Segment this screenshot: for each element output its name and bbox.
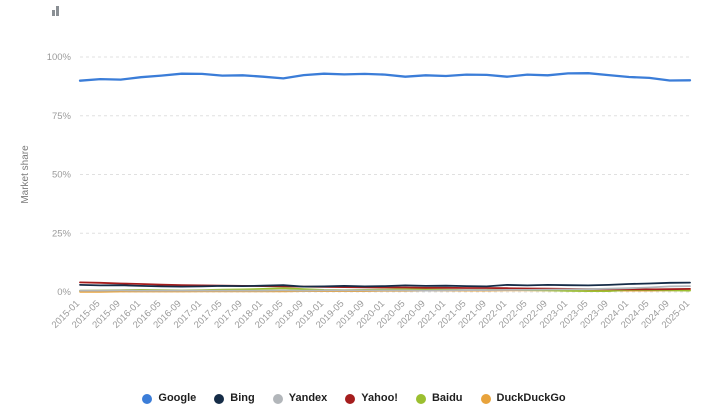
mini-chart-icon: [52, 4, 64, 16]
legend-label-google: Google: [158, 392, 197, 404]
legend-item-bing[interactable]: Bing: [214, 392, 255, 404]
chart-plot-svg: 0%25%50%75%100%Market share2015-012015-0…: [20, 52, 692, 331]
y-tick-label: 50%: [52, 170, 72, 181]
y-tick-label: 75%: [52, 111, 72, 122]
y-tick-label: 0%: [57, 287, 71, 298]
legend-item-duckduckgo[interactable]: DuckDuckGo: [480, 392, 566, 404]
series-line-google[interactable]: [78, 72, 692, 82]
y-tick-label: 100%: [47, 52, 72, 63]
legend-dot-yahoo: [345, 393, 356, 404]
legend-label-yandex: Yandex: [288, 392, 328, 404]
y-tick-label: 25%: [52, 228, 72, 239]
legend-dot-yandex: [272, 393, 283, 404]
series-line-yandex[interactable]: [79, 285, 691, 292]
series-line-bing[interactable]: [79, 281, 691, 288]
legend-label-bing: Bing: [230, 392, 255, 404]
legend-dot-duckduckgo: [480, 393, 491, 404]
legend-dot-google: [142, 393, 153, 404]
legend-item-yandex[interactable]: Yandex: [272, 392, 328, 404]
mini-chart-bar: [52, 10, 55, 16]
mini-chart-bar: [56, 6, 59, 16]
legend-item-google[interactable]: Google: [142, 393, 196, 404]
plot-area: 0% 25% 50% 75% 100% Market share 2015-01 2015-0…: [20, 52, 692, 331]
legend-dot-bing: [214, 393, 225, 404]
y-axis-title: Market share: [20, 145, 31, 204]
legend-item-yahoo[interactable]: Yahoo!: [345, 393, 398, 404]
legend-label-yahoo: Yahoo!: [361, 392, 398, 404]
legend-label-duckduckgo: DuckDuckGo: [496, 392, 566, 404]
legend-label-baidu: Baidu: [431, 392, 463, 404]
chart-legend: Google Bing Yandex Yahoo! Baidu DuckDuckGo: [0, 393, 708, 404]
legend-dot-baidu: [415, 393, 426, 404]
legend-item-baidu[interactable]: Baidu: [415, 392, 463, 404]
